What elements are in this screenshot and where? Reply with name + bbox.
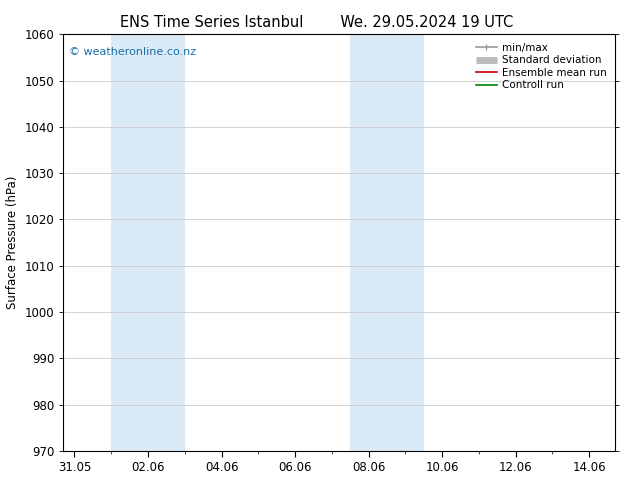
Text: ENS Time Series Istanbul        We. 29.05.2024 19 UTC: ENS Time Series Istanbul We. 29.05.2024 …	[120, 15, 514, 30]
Bar	[350, 34, 424, 451]
Bar	[111, 34, 184, 451]
Legend: min/max, Standard deviation, Ensemble mean run, Controll run: min/max, Standard deviation, Ensemble me…	[473, 40, 610, 94]
Y-axis label: Surface Pressure (hPa): Surface Pressure (hPa)	[6, 176, 19, 309]
Text: © weatheronline.co.nz: © weatheronline.co.nz	[69, 47, 196, 57]
